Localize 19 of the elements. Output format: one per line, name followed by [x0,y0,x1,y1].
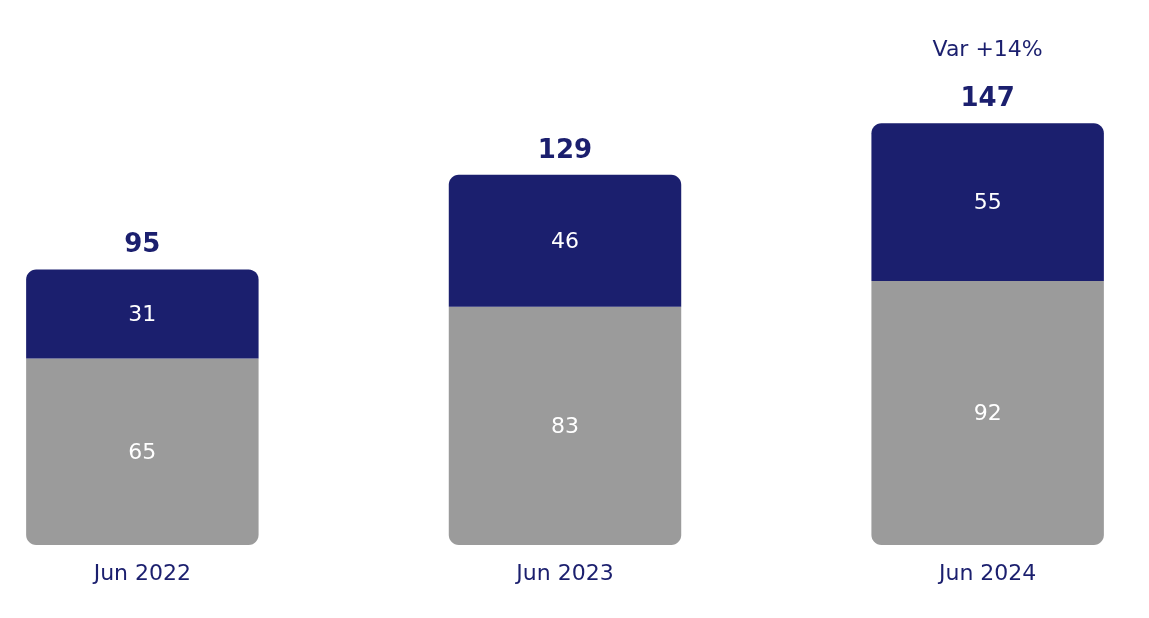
bar [871,123,1104,281]
x-tick-label: Jun 2023 [514,560,614,585]
text: Var +14% [932,36,1043,62]
bar [448,306,682,545]
x-tick-label: Jun 2022 [91,560,192,585]
bar [26,269,259,359]
data-label: 31 [128,300,157,326]
data-label: 46 [551,227,579,253]
data-label: 92 [973,399,1002,425]
data-label: 55 [973,189,1002,215]
total-label: 147 [960,82,1015,113]
bar [448,174,682,307]
x-tick-label: Jun 2024 [936,560,1037,585]
data-label: 83 [551,412,579,438]
bar [26,358,259,545]
bar [871,280,1104,545]
data-label: 65 [128,438,157,464]
total-label: 129 [537,133,593,164]
total-label: 95 [124,228,161,259]
